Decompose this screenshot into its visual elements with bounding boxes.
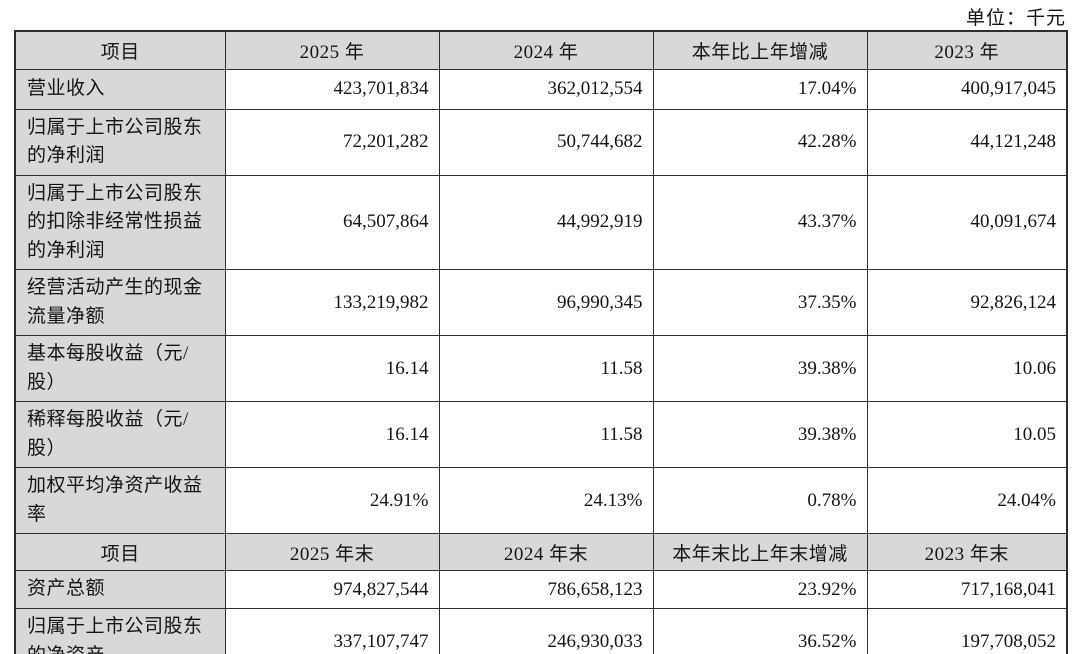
cell-change-value: 36.52% — [652, 608, 868, 654]
cell-2024-value: 786,658,123 — [438, 570, 654, 609]
cell-2023-value: 44,121,248 — [866, 108, 1068, 176]
cell-change-value: 37.35% — [652, 269, 868, 336]
cell-2025-value: 72,201,282 — [224, 108, 440, 176]
cell-change-value: 39.38% — [652, 401, 868, 468]
financial-summary-table: 项目 2025 年 2024 年 本年比上年增减 2023 年 营业收入 423… — [14, 30, 1068, 654]
cell-2023-value: 40,091,674 — [866, 174, 1068, 270]
cell-change-value: 23.92% — [652, 570, 868, 609]
table-row-diluted-eps: 稀释每股收益（元/股） 16.14 11.58 39.38% 10.05 — [14, 401, 1068, 468]
cell-2024-value: 24.13% — [438, 467, 654, 534]
cell-2025-value: 133,219,982 — [224, 269, 440, 336]
cell-change-value: 0.78% — [652, 467, 868, 534]
row-label: 归属于上市公司股东的扣除非经常性损益的净利润 — [14, 174, 226, 270]
section1-header-row: 项目 2025 年 2024 年 本年比上年增减 2023 年 — [14, 30, 1068, 70]
cell-2024-value: 362,012,554 — [438, 68, 654, 110]
table-row-weighted-avg-roe: 加权平均净资产收益率 24.91% 24.13% 0.78% 24.04% — [14, 467, 1068, 534]
cell-2023-value: 24.04% — [866, 467, 1068, 534]
row-label: 资产总额 — [14, 570, 226, 609]
cell-2024-value: 50,744,682 — [438, 108, 654, 176]
cell-2024-value: 11.58 — [438, 335, 654, 402]
row-label: 经营活动产生的现金流量净额 — [14, 269, 226, 336]
table-row-net-profit: 归属于上市公司股东的净利润 72,201,282 50,744,682 42.2… — [14, 108, 1068, 176]
table-row-basic-eps: 基本每股收益（元/股） 16.14 11.58 39.38% 10.06 — [14, 335, 1068, 402]
row-label: 加权平均净资产收益率 — [14, 467, 226, 534]
cell-change-value: 43.37% — [652, 174, 868, 270]
cell-2023-value: 197,708,052 — [866, 608, 1068, 654]
cell-2025-value: 337,107,747 — [224, 608, 440, 654]
cell-2023-value: 92,826,124 — [866, 269, 1068, 336]
cell-change-value: 39.38% — [652, 335, 868, 402]
header-cell-2025-end: 2025 年末 — [224, 533, 440, 571]
cell-2025-value: 64,507,864 — [224, 174, 440, 270]
header-cell-2023-end: 2023 年末 — [866, 533, 1068, 571]
cell-2024-value: 11.58 — [438, 401, 654, 468]
cell-2023-value: 717,168,041 — [866, 570, 1068, 609]
cell-2025-value: 24.91% — [224, 467, 440, 534]
row-label: 营业收入 — [14, 68, 226, 110]
cell-2025-value: 16.14 — [224, 401, 440, 468]
cell-change-value: 42.28% — [652, 108, 868, 176]
cell-change-value: 17.04% — [652, 68, 868, 110]
row-label: 归属于上市公司股东的净资产 — [14, 608, 226, 654]
cell-2025-value: 974,827,544 — [224, 570, 440, 609]
row-label: 归属于上市公司股东的净利润 — [14, 108, 226, 176]
header-cell-change: 本年比上年增减 — [652, 30, 868, 70]
section2-header-row: 项目 2025 年末 2024 年末 本年末比上年末增减 2023 年末 — [14, 533, 1068, 571]
cell-2024-value: 246,930,033 — [438, 608, 654, 654]
row-label: 稀释每股收益（元/股） — [14, 401, 226, 468]
cell-2023-value: 10.05 — [866, 401, 1068, 468]
header-cell-2025: 2025 年 — [224, 30, 440, 70]
header-cell-2024: 2024 年 — [438, 30, 654, 70]
cell-2025-value: 16.14 — [224, 335, 440, 402]
table-row-operating-cash-flow: 经营活动产生的现金流量净额 133,219,982 96,990,345 37.… — [14, 269, 1068, 336]
cell-2025-value: 423,701,834 — [224, 68, 440, 110]
cell-2024-value: 44,992,919 — [438, 174, 654, 270]
cell-2023-value: 400,917,045 — [866, 68, 1068, 110]
table-row-net-assets: 归属于上市公司股东的净资产 337,107,747 246,930,033 36… — [14, 608, 1068, 654]
header-cell-end-change: 本年末比上年末增减 — [652, 533, 868, 571]
cell-2024-value: 96,990,345 — [438, 269, 654, 336]
unit-label: 单位：千元 — [965, 8, 1066, 29]
header-cell-item: 项目 — [14, 533, 226, 571]
table-row-net-profit-excl-nonrecurring: 归属于上市公司股东的扣除非经常性损益的净利润 64,507,864 44,992… — [14, 174, 1068, 270]
header-cell-item: 项目 — [14, 30, 226, 70]
table-row-total-assets: 资产总额 974,827,544 786,658,123 23.92% 717,… — [14, 570, 1068, 609]
cell-2023-value: 10.06 — [866, 335, 1068, 402]
header-cell-2023: 2023 年 — [866, 30, 1068, 70]
table-row-revenue: 营业收入 423,701,834 362,012,554 17.04% 400,… — [14, 68, 1068, 110]
row-label: 基本每股收益（元/股） — [14, 335, 226, 402]
header-cell-2024-end: 2024 年末 — [438, 533, 654, 571]
